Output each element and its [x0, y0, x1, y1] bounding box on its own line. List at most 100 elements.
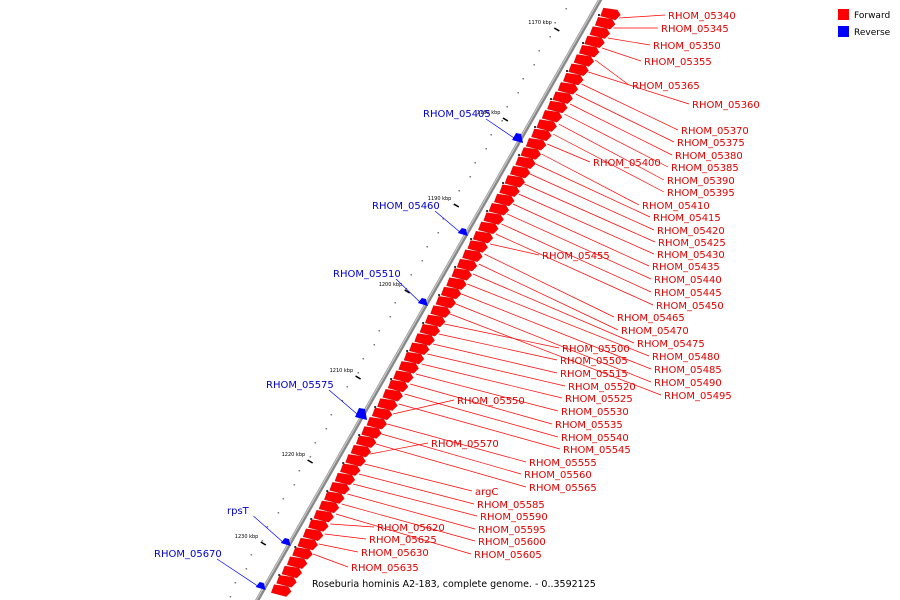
- minor-tick-mark: [474, 162, 476, 164]
- minor-tick-mark: [314, 442, 317, 444]
- reverse-gene-label: RHOM_05670: [154, 549, 222, 560]
- forward-gene-arrow: [446, 277, 467, 290]
- gene-boundary-mark: [566, 70, 569, 72]
- minor-tick-mark: [469, 176, 472, 178]
- forward-leader-line: [601, 47, 642, 62]
- reverse-leader-line: [328, 389, 358, 415]
- minor-tick-mark: [394, 302, 397, 304]
- minor-tick-mark: [517, 92, 519, 94]
- minor-tick-mark: [389, 316, 392, 318]
- forward-gene-label: RHOM_05340: [668, 11, 736, 22]
- forward-leader-line: [341, 503, 476, 542]
- gene-boundary-mark: [518, 154, 521, 156]
- gene-boundary-mark: [342, 462, 345, 464]
- forward-leader-line: [444, 323, 560, 349]
- forward-gene-arrow: [286, 556, 308, 569]
- forward-gene-label: RHOM_05450: [656, 301, 724, 312]
- forward-gene-arrow: [589, 26, 611, 39]
- forward-gene-label: RHOM_05430: [657, 250, 725, 261]
- forward-leader-line: [461, 293, 652, 370]
- forward-gene-arrow: [600, 7, 621, 21]
- legend-reverse-swatch: [838, 26, 849, 37]
- gene-boundary-mark: [550, 98, 553, 100]
- forward-gene-arrow: [552, 91, 573, 104]
- gene-boundary-mark: [278, 574, 281, 576]
- forward-gene-label: RHOM_05370: [681, 126, 749, 137]
- forward-gene-arrow: [525, 138, 547, 151]
- forward-gene-label: RHOM_05515: [560, 369, 628, 380]
- forward-leader-line: [552, 133, 665, 193]
- forward-gene-arrow: [382, 389, 403, 402]
- forward-gene-arrow: [547, 100, 568, 114]
- forward-gene-arrow: [329, 482, 350, 495]
- forward-leader-line: [529, 173, 655, 231]
- forward-gene-arrow: [403, 351, 425, 365]
- gene-boundary-mark: [326, 490, 329, 492]
- tick-label: 1190 kbp: [428, 196, 452, 202]
- forward-leader-line: [495, 233, 654, 306]
- forward-leader-line: [558, 123, 665, 181]
- forward-gene-arrow: [324, 491, 345, 504]
- forward-leader-line: [564, 113, 669, 168]
- forward-leader-line: [415, 373, 559, 412]
- reverse-gene-arrow: [280, 538, 291, 546]
- reverse-gene-arrow: [255, 582, 266, 590]
- forward-leader-line: [467, 283, 650, 357]
- tick-mark: [404, 289, 411, 294]
- minor-tick-mark: [506, 106, 508, 108]
- forward-leader-line: [472, 273, 635, 344]
- minor-tick-mark: [293, 484, 296, 486]
- forward-gene-label: RHOM_05620: [377, 523, 445, 534]
- gene-boundary-mark: [438, 294, 441, 296]
- minor-tick-mark: [373, 344, 376, 346]
- gene-boundary-mark: [534, 126, 537, 128]
- forward-gene-label: RHOM_05415: [653, 213, 721, 224]
- forward-leader-line: [547, 143, 591, 163]
- forward-gene-arrow: [371, 407, 393, 421]
- forward-gene-arrow: [355, 435, 377, 448]
- forward-leader-line: [404, 393, 559, 438]
- forward-gene-label: RHOM_05495: [664, 391, 732, 402]
- minor-tick-mark: [437, 232, 440, 234]
- forward-leader-line: [381, 433, 522, 475]
- forward-gene-arrow: [483, 212, 504, 225]
- forward-gene-arrow: [387, 379, 409, 393]
- forward-gene-label: RHOM_05630: [361, 548, 429, 559]
- forward-gene-arrow: [419, 324, 441, 337]
- forward-leader-line: [347, 493, 476, 530]
- gene-boundary-mark: [310, 518, 313, 520]
- forward-leader-line: [594, 59, 630, 86]
- forward-gene-arrow: [541, 110, 563, 123]
- forward-gene-arrow: [536, 119, 557, 132]
- genome-caption: Roseburia hominis A2-183, complete genom…: [312, 579, 596, 590]
- forward-gene-arrow: [573, 54, 595, 67]
- tick-label: 1200 kbp: [379, 282, 403, 288]
- forward-gene-arrow: [472, 231, 494, 244]
- forward-gene-label: RHOM_05585: [477, 500, 545, 511]
- forward-gene-label: RHOM_05350: [653, 41, 721, 52]
- tick-mark: [355, 375, 361, 380]
- minor-tick-mark: [245, 568, 248, 570]
- forward-gene-label: RHOM_05530: [561, 407, 629, 418]
- forward-gene-label: RHOM_05385: [671, 163, 739, 174]
- forward-gene-label: RHOM_05375: [677, 138, 745, 149]
- forward-gene-label: RHOM_05445: [654, 288, 722, 299]
- forward-gene-label: RHOM_05490: [654, 378, 722, 389]
- minor-tick-mark: [309, 456, 312, 458]
- forward-gene-label: RHOM_05365: [632, 81, 700, 92]
- tick-mark: [453, 203, 460, 208]
- minor-tick-mark: [501, 120, 503, 122]
- forward-gene-label: RHOM_05440: [654, 275, 722, 286]
- minor-tick-mark: [234, 582, 237, 584]
- gene-boundary-mark: [358, 434, 361, 436]
- minor-tick-mark: [458, 190, 461, 192]
- minor-tick-mark: [421, 260, 424, 262]
- forward-leader-line: [387, 423, 527, 463]
- forward-gene-label: RHOM_05390: [667, 176, 735, 187]
- forward-gene-label: RHOM_05410: [642, 201, 710, 212]
- forward-leader-line: [318, 543, 359, 553]
- forward-gene-arrow: [578, 45, 600, 58]
- minor-tick-mark: [330, 414, 333, 416]
- forward-gene-label: RHOM_05550: [457, 396, 525, 407]
- forward-leader-line: [535, 163, 651, 218]
